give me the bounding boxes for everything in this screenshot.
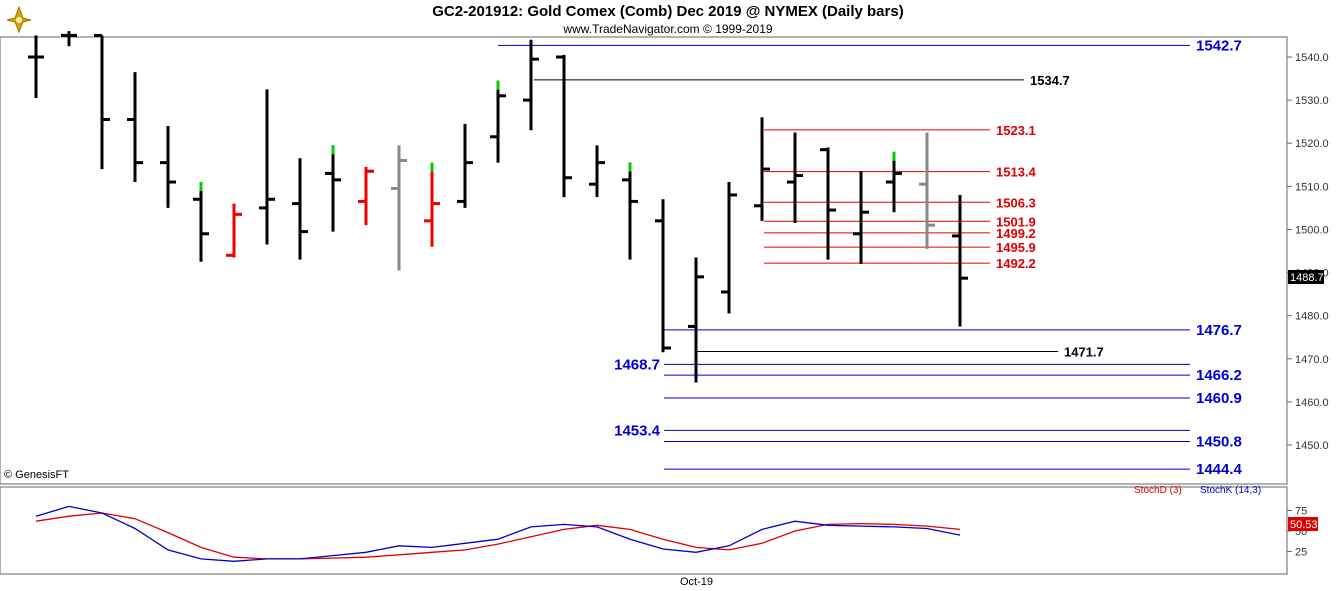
price-tick-label: 1480.0	[1295, 311, 1329, 323]
stoch-tick-label: 75	[1295, 506, 1307, 518]
ohlc-bar	[952, 194, 968, 327]
price-tick-label: 1470.0	[1295, 354, 1329, 366]
ohlc-bar	[787, 132, 803, 223]
ohlc-bar	[127, 72, 143, 183]
ohlc-bar	[325, 145, 341, 232]
ohlc-bar	[688, 257, 704, 383]
ohlc-bar	[556, 54, 572, 198]
level-label: 1476.7	[1196, 322, 1242, 339]
support-resistance-levels: 1542.7 1534.7 1523.1 1513.4 1506.3 1501.91499…	[498, 37, 1243, 478]
price-tick-label: 1510.0	[1295, 181, 1329, 193]
stoch-tick-label: 25	[1295, 547, 1307, 559]
stochk-line	[35, 505, 961, 562]
ohlc-bar	[490, 80, 506, 163]
level-label: 1506.3	[996, 195, 1036, 210]
legend-stochd: StochD (3)	[1134, 485, 1182, 496]
chart-subtitle: www.TradeNavigator.com © 1999-2019	[563, 22, 773, 36]
stochd-line	[35, 512, 961, 560]
ohlc-bars	[28, 31, 968, 383]
level-label: 1492.2	[996, 256, 1036, 271]
ohlc-bar	[292, 158, 308, 260]
legend-stochk: StochK (14,3)	[1200, 485, 1261, 496]
ohlc-bar	[259, 89, 275, 245]
stoch-last-marker: 50.53	[1288, 517, 1318, 531]
ohlc-bar	[28, 35, 44, 98]
stoch-last-label: 50.53	[1290, 519, 1318, 531]
copyright-label: © GenesisFT	[4, 469, 69, 481]
price-axis: 1540.01530.01520.01510.01500.01490.01480…	[1287, 52, 1329, 452]
ohlc-bar	[226, 203, 242, 258]
level-label: 1444.4	[1196, 461, 1243, 478]
ohlc-bar	[721, 182, 737, 314]
price-tick-label: 1460.0	[1295, 397, 1329, 409]
level-label: 1513.4	[996, 165, 1037, 180]
level-label: 1468.7	[614, 356, 660, 373]
ohlc-bar	[655, 199, 671, 353]
ohlc-bar	[358, 166, 374, 226]
level-label: 1495.9	[996, 240, 1036, 255]
level-label: 1471.7	[1064, 344, 1104, 359]
level-label: 1450.8	[1196, 434, 1242, 451]
price-tick-label: 1540.0	[1295, 52, 1329, 64]
genesis-logo-icon	[4, 4, 34, 34]
ohlc-bar	[193, 182, 209, 262]
price-panel	[0, 36, 1288, 485]
ohlc-bar	[424, 162, 440, 247]
x-axis-label: Oct-19	[680, 576, 713, 588]
level-label: 1466.2	[1196, 367, 1242, 384]
level-label: 1542.7	[1196, 37, 1242, 54]
last-price-label: 1488.7	[1290, 272, 1324, 284]
ohlc-bar	[754, 117, 770, 221]
stochastic-panel	[0, 486, 1288, 575]
level-label: 1534.7	[1030, 73, 1070, 88]
ohlc-bar	[391, 145, 407, 271]
level-label: 1453.4	[614, 422, 661, 439]
ohlc-bar	[886, 151, 902, 213]
last-price-marker: 1488.7	[1288, 270, 1324, 284]
ohlc-bar	[853, 171, 869, 264]
ohlc-bar	[622, 162, 638, 260]
price-tick-label: 1500.0	[1295, 224, 1329, 236]
level-label: 1499.2	[996, 226, 1036, 241]
ohlc-bar	[94, 33, 110, 170]
price-tick-label: 1520.0	[1295, 138, 1329, 150]
ohlc-bar	[589, 145, 605, 198]
chart-title: GC2-201912: Gold Comex (Comb) Dec 2019 @…	[432, 3, 904, 20]
ohlc-bar	[160, 125, 176, 208]
level-label: 1460.9	[1196, 390, 1242, 407]
stochastic-lines	[35, 505, 961, 562]
level-label: 1501.9	[996, 214, 1036, 229]
ohlc-bar	[820, 147, 836, 260]
ohlc-bar	[457, 123, 473, 208]
ohlc-bar	[61, 31, 77, 47]
ohlc-bar	[919, 132, 935, 249]
ohlc-bar	[523, 39, 539, 131]
price-tick-label: 1530.0	[1295, 95, 1329, 107]
level-label: 1523.1	[996, 123, 1036, 138]
price-tick-label: 1450.0	[1295, 440, 1329, 452]
